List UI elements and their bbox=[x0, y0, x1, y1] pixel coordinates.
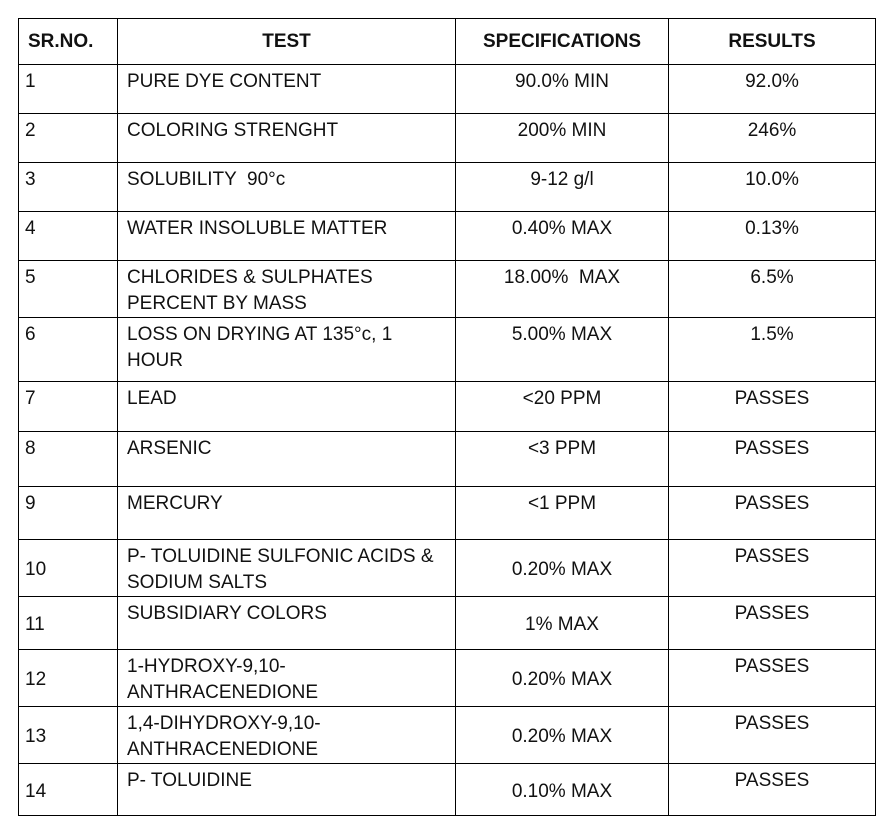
spec-table: SR.NO. TEST SPECIFICATIONS RESULTS 1 PURE DY… bbox=[18, 18, 876, 816]
result: 92.0% bbox=[668, 64, 876, 114]
table-row: 10 P- TOLUIDINE SULFONIC ACIDS & SODIUM S… bbox=[18, 539, 876, 597]
result: 6.5% bbox=[668, 260, 876, 318]
sr-no: 12 bbox=[18, 649, 118, 707]
test-name: LOSS ON DRYING AT 135°c, 1 HOUR bbox=[117, 317, 456, 382]
specification: 0.20% MAX bbox=[455, 706, 669, 764]
result: PASSES bbox=[668, 431, 876, 487]
table-row: 5 CHLORIDES & SULPHATES PERCENT BY MASS 18… bbox=[18, 260, 876, 318]
sr-no: 1 bbox=[18, 64, 118, 114]
result: 0.13% bbox=[668, 211, 876, 261]
sr-no: 3 bbox=[18, 162, 118, 212]
result: 1.5% bbox=[668, 317, 876, 382]
test-name: 1-HYDROXY-9,10-ANTHRACENEDIONE bbox=[117, 649, 456, 707]
table-row: 11 SUBSIDIARY COLORS 1% MAX PASSES bbox=[18, 596, 876, 650]
test-name: COLORING STRENGHT bbox=[117, 113, 456, 163]
result: PASSES bbox=[668, 486, 876, 540]
specification: 90.0% MIN bbox=[455, 64, 669, 114]
test-name: P- TOLUIDINE bbox=[117, 763, 456, 816]
specification: <3 PPM bbox=[455, 431, 669, 487]
table-row: 13 1,4-DIHYDROXY-9,10-ANTHRACENEDIONE 0.20… bbox=[18, 706, 876, 764]
sr-no: 4 bbox=[18, 211, 118, 261]
test-name: P- TOLUIDINE SULFONIC ACIDS & SODIUM SAL… bbox=[117, 539, 456, 597]
table-row: 7 LEAD <20 PPM PASSES bbox=[18, 381, 876, 432]
test-name: 1,4-DIHYDROXY-9,10-ANTHRACENEDIONE bbox=[117, 706, 456, 764]
column-header: TEST bbox=[117, 18, 456, 65]
test-name: SUBSIDIARY COLORS bbox=[117, 596, 456, 650]
test-name: ARSENIC bbox=[117, 431, 456, 487]
result: 246% bbox=[668, 113, 876, 163]
specification: 0.10% MAX bbox=[455, 763, 669, 816]
sr-no: 5 bbox=[18, 260, 118, 318]
sr-no: 14 bbox=[18, 763, 118, 816]
result: PASSES bbox=[668, 706, 876, 764]
result: PASSES bbox=[668, 649, 876, 707]
result: PASSES bbox=[668, 539, 876, 597]
test-name: LEAD bbox=[117, 381, 456, 432]
specification: 0.40% MAX bbox=[455, 211, 669, 261]
table-row: 8 ARSENIC <3 PPM PASSES bbox=[18, 431, 876, 487]
test-name: WATER INSOLUBLE MATTER bbox=[117, 211, 456, 261]
specification: 0.20% MAX bbox=[455, 649, 669, 707]
specification: 5.00% MAX bbox=[455, 317, 669, 382]
sr-no: 10 bbox=[18, 539, 118, 597]
sr-no: 9 bbox=[18, 486, 118, 540]
specification: <1 PPM bbox=[455, 486, 669, 540]
table-row: 1 PURE DYE CONTENT 90.0% MIN 92.0% bbox=[18, 64, 876, 114]
sr-no: 6 bbox=[18, 317, 118, 382]
specification: 18.00% MAX bbox=[455, 260, 669, 318]
column-header: SPECIFICATIONS bbox=[455, 18, 669, 65]
specification: 9-12 g/l bbox=[455, 162, 669, 212]
sr-no: 7 bbox=[18, 381, 118, 432]
result: PASSES bbox=[668, 763, 876, 816]
specification: 200% MIN bbox=[455, 113, 669, 163]
table-row: 4 WATER INSOLUBLE MATTER 0.40% MAX 0.13% bbox=[18, 211, 876, 261]
table-row: 9 MERCURY <1 PPM PASSES bbox=[18, 486, 876, 540]
result: PASSES bbox=[668, 381, 876, 432]
test-name: PURE DYE CONTENT bbox=[117, 64, 456, 114]
sr-no: 2 bbox=[18, 113, 118, 163]
column-header: RESULTS bbox=[668, 18, 876, 65]
test-name: MERCURY bbox=[117, 486, 456, 540]
table-row: 2 COLORING STRENGHT 200% MIN 246% bbox=[18, 113, 876, 163]
header-row: SR.NO. TEST SPECIFICATIONS RESULTS bbox=[18, 18, 876, 65]
test-name: CHLORIDES & SULPHATES PERCENT BY MASS bbox=[117, 260, 456, 318]
table-row: 3 SOLUBILITY 90°c 9-12 g/l 10.0% bbox=[18, 162, 876, 212]
sr-no: 13 bbox=[18, 706, 118, 764]
result: 10.0% bbox=[668, 162, 876, 212]
result: PASSES bbox=[668, 596, 876, 650]
table-row: 6 LOSS ON DRYING AT 135°c, 1 HOUR 5.00% MA… bbox=[18, 317, 876, 382]
table-row: 12 1-HYDROXY-9,10-ANTHRACENEDIONE 0.20% MA… bbox=[18, 649, 876, 707]
specification: <20 PPM bbox=[455, 381, 669, 432]
specification: 0.20% MAX bbox=[455, 539, 669, 597]
sr-no: 8 bbox=[18, 431, 118, 487]
specification: 1% MAX bbox=[455, 596, 669, 650]
column-header: SR.NO. bbox=[18, 18, 118, 65]
test-name: SOLUBILITY 90°c bbox=[117, 162, 456, 212]
table-row: 14 P- TOLUIDINE 0.10% MAX PASSES bbox=[18, 763, 876, 816]
sr-no: 11 bbox=[18, 596, 118, 650]
